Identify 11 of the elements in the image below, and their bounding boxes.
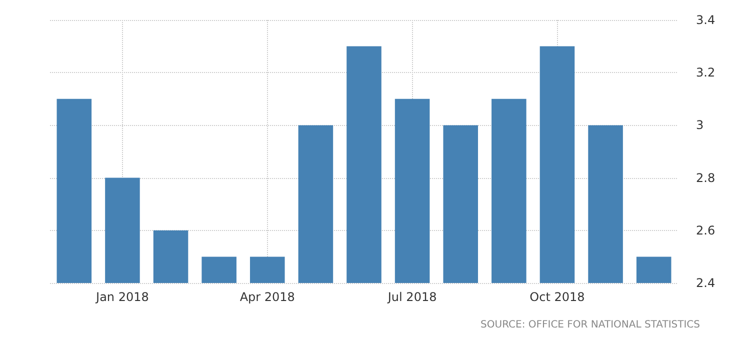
x-tick-label: Jul 2018 <box>386 290 437 304</box>
x-tick-label: Jan 2018 <box>95 290 149 304</box>
y-tick-label: 3.2 <box>696 66 716 80</box>
y-tick-label: 3.4 <box>696 13 716 27</box>
y-tick-label: 3 <box>696 118 704 132</box>
y-tick-label: 2.6 <box>696 223 716 238</box>
source-note: SOURCE: OFFICE FOR NATIONAL STATISTICS <box>480 320 700 330</box>
y-tick-label: 2.4 <box>696 276 716 290</box>
y-tick-label: 2.8 <box>696 170 716 185</box>
x-tick-label: Apr 2018 <box>240 290 295 304</box>
x-tick-label: Oct 2018 <box>530 290 585 304</box>
